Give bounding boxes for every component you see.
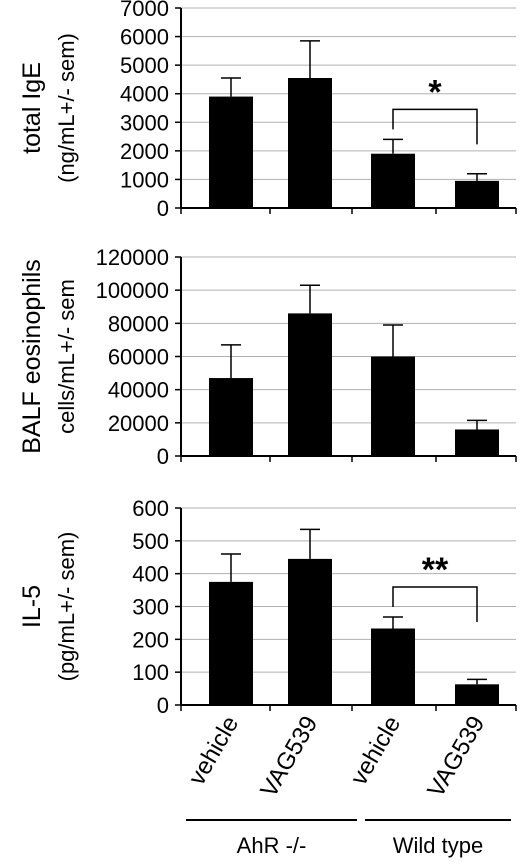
x-category-label: vehicle xyxy=(345,712,406,790)
y-tick-label: 200 xyxy=(132,627,169,652)
bar-vag539-2 xyxy=(288,78,332,208)
chart-panel-3: 0 100 200 300 400 500 600 IL-5 (pg/mL+/- sem) ** xyxy=(18,496,517,718)
chart-panel-2: 0 20000 40000 60000 80000 100000 120000 BALF eo… xyxy=(18,245,517,469)
bar-vehicle-3 xyxy=(371,628,415,705)
bar-vehicle-1 xyxy=(209,581,253,705)
y-axis-label-line-1: total IgE xyxy=(18,62,46,154)
bar-vehicle-3 xyxy=(371,356,415,456)
y-axis-label-line-1: BALF eosinophils xyxy=(18,259,46,454)
y-tick-label: 2000 xyxy=(120,139,169,164)
significance-marker: * xyxy=(428,73,442,111)
bar-vag539-4 xyxy=(455,684,499,705)
y-tick-label: 7000 xyxy=(120,0,169,21)
y-tick-label: 100 xyxy=(132,660,169,685)
x-category-label: VAG539 xyxy=(422,712,490,803)
y-axis-label-line-2: (ng/mL+/- sem) xyxy=(54,33,79,183)
y-tick-label: 120000 xyxy=(96,245,169,270)
y-tick-label: 6000 xyxy=(120,25,169,50)
y-tick-label: 5000 xyxy=(120,53,169,78)
significance-marker: ** xyxy=(422,551,449,589)
y-tick-label: 20000 xyxy=(108,411,169,436)
y-axis-label-line-1: IL-5 xyxy=(18,585,46,628)
y-tick-label: 500 xyxy=(132,529,169,554)
y-tick-label: 40000 xyxy=(108,378,169,403)
y-tick-label: 1000 xyxy=(120,167,169,192)
y-tick-label: 300 xyxy=(132,595,169,620)
significance-bracket xyxy=(392,586,478,623)
bar-vehicle-1 xyxy=(209,96,253,208)
group-label: AhR -/- xyxy=(237,833,307,858)
bar-vehicle-3 xyxy=(371,153,415,208)
y-tick-label: 0 xyxy=(157,444,169,469)
x-axis-category-area: vehicle VAG539 vehicle VAG539 xyxy=(183,712,490,803)
y-tick-label: 0 xyxy=(157,693,169,718)
y-tick-label: 100000 xyxy=(96,278,169,303)
bar-vehicle-1 xyxy=(209,378,253,456)
x-category-label: vehicle xyxy=(183,712,244,790)
group-labels: AhR -/- Wild type xyxy=(186,819,511,858)
y-tick-label: 400 xyxy=(132,562,169,587)
y-tick-label: 4000 xyxy=(120,82,169,107)
y-tick-label: 0 xyxy=(157,196,169,221)
bar-vag539-2 xyxy=(288,558,332,705)
bar-vag539-4 xyxy=(455,429,499,456)
x-category-label: VAG539 xyxy=(255,712,323,803)
group-label: Wild type xyxy=(393,833,483,858)
y-tick-label: 60000 xyxy=(108,345,169,370)
bar-vag539-2 xyxy=(288,313,332,456)
significance-bracket xyxy=(392,108,478,145)
chart-panel-1: 0 1000 2000 3000 4000 5000 6000 7000 total IgE (n… xyxy=(18,0,517,221)
y-tick-label: 80000 xyxy=(108,311,169,336)
y-axis-label-line-2: cells/mL+/- sem xyxy=(54,279,79,434)
y-tick-label: 3000 xyxy=(120,110,169,135)
y-axis-label-line-2: (pg/mL+/- sem) xyxy=(54,532,79,682)
y-tick-label: 600 xyxy=(132,496,169,521)
bar-vag539-4 xyxy=(455,180,499,208)
